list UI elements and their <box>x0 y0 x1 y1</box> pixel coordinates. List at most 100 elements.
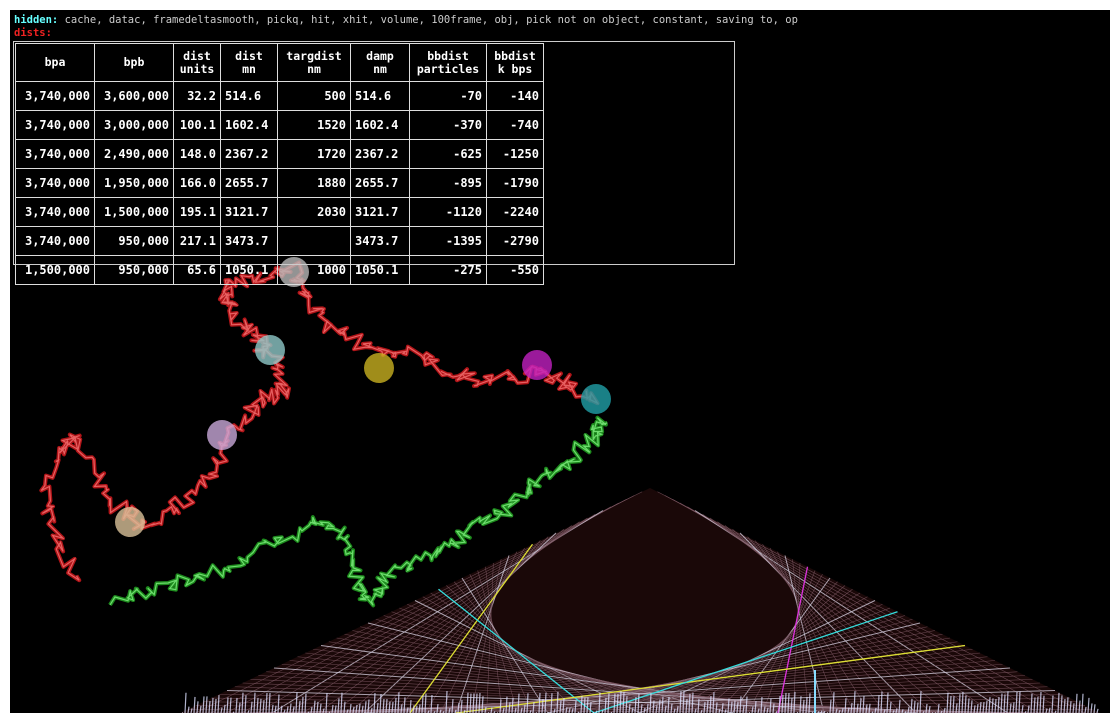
map-highlight <box>777 566 809 713</box>
table-row: 1,500,000 950,000 65.6 1050.1 1000 1050.1 -275… <box>15 255 544 285</box>
table-cell: 217.1 <box>173 226 221 256</box>
header-line: mn <box>242 61 256 76</box>
table-cell: 1,500,000 <box>15 255 95 285</box>
table-cell: 1050.1 <box>220 255 278 285</box>
marker-sphere <box>364 353 394 383</box>
map-grid <box>241 697 1071 713</box>
table-cell: 100.1 <box>173 110 221 140</box>
table-cell: 950,000 <box>94 255 174 285</box>
table-cell: 2655.7 <box>220 168 278 198</box>
table-cell: -70 <box>409 81 487 111</box>
table-cell: 514.6 <box>350 81 410 111</box>
table-cell: 2655.7 <box>350 168 410 198</box>
hidden-line: hidden: cache, datac, framedeltasmooth, … <box>14 14 798 26</box>
table-cell: 195.1 <box>173 197 221 227</box>
table-cell: 32.2 <box>173 81 221 111</box>
table-cell: -895 <box>409 168 487 198</box>
column-header: dist units <box>173 43 221 82</box>
table-row: 3,740,000 3,000,000 100.1 1602.4 1520 1602.4-… <box>15 110 544 140</box>
table-cell: -625 <box>409 139 487 169</box>
table-cell: 3,740,000 <box>15 139 95 169</box>
column-header: bbdist particles <box>409 43 487 82</box>
table-cell: 1602.4 <box>220 110 278 140</box>
table-cell: 65.6 <box>173 255 221 285</box>
table-cell: -370 <box>409 110 487 140</box>
marker-sphere <box>207 420 237 450</box>
table-cell: 1,500,000 <box>94 197 174 227</box>
table-cell: 3,740,000 <box>15 168 95 198</box>
table-cell: 2367.2 <box>350 139 410 169</box>
table-row: 3,740,000 2,490,000 148.0 2367.2 1720 2367.2-… <box>15 139 544 169</box>
table-cell: 2367.2 <box>220 139 278 169</box>
column-header: damp nm <box>350 43 410 82</box>
table-cell: 3473.7 <box>220 226 278 256</box>
column-header: bpa <box>15 43 95 82</box>
header-line: particles <box>416 61 480 76</box>
table-row: 3,740,000 1,950,000 166.0 2655.7 1880 2655.7-… <box>15 168 544 198</box>
table-cell: -140 <box>486 81 544 111</box>
table-cell: 1,950,000 <box>94 168 174 198</box>
table-cell: 2030 <box>277 197 351 227</box>
scene <box>39 257 1100 713</box>
chain-highlight <box>109 417 608 606</box>
header-line: bbdist <box>427 48 469 63</box>
header-line: bpb <box>123 55 145 69</box>
map-highlight <box>593 611 898 713</box>
hidden-text: cache, datac, framedeltasmooth, pickq, h… <box>64 14 798 26</box>
table-cell: 1720 <box>277 139 351 169</box>
header-line: dist <box>183 48 211 63</box>
table-cell: -1790 <box>486 168 544 198</box>
dists-panel: bpa bpb dist units dist mn targdist nm damp nm bbd… <box>13 41 735 285</box>
table-cell: -2240 <box>486 197 544 227</box>
marker-sphere <box>581 384 611 414</box>
header-line: dist <box>235 48 263 63</box>
table-cell: 514.6 <box>220 81 278 111</box>
table-cell: -275 <box>409 255 487 285</box>
table-cell: 148.0 <box>173 139 221 169</box>
table-cell: 1520 <box>277 110 351 140</box>
table-cell: 1000 <box>277 255 351 285</box>
table-cell: -550 <box>486 255 544 285</box>
table-row: 3,740,000 3,600,000 32.2 514.6 500 514.6 -70 -1… <box>15 81 544 111</box>
header-line: nm <box>307 61 321 76</box>
table-cell: -1120 <box>409 197 487 227</box>
column-header: dist mn <box>220 43 278 82</box>
map-highlight <box>438 588 595 713</box>
header-line: damp <box>366 48 394 63</box>
section-label: dists: <box>14 27 52 39</box>
table-cell <box>277 226 351 256</box>
header-line: k bps <box>497 61 533 76</box>
table-cell: 166.0 <box>173 168 221 198</box>
dists-table: bpa bpb dist units dist mn targdist nm damp nm bbd… <box>15 43 544 285</box>
table-cell: -2790 <box>486 226 544 256</box>
table-cell: 3121.7 <box>220 197 278 227</box>
map-grid <box>211 697 1039 713</box>
map-highlight <box>455 644 966 713</box>
table-cell: 3121.7 <box>350 197 410 227</box>
header-line: units <box>179 61 215 76</box>
table-cell: 1050.1 <box>350 255 410 285</box>
map-grid <box>271 690 1056 713</box>
hud: hidden: cache, datac, framedeltasmooth, … <box>14 14 798 39</box>
table-cell: 950,000 <box>94 226 174 256</box>
table-body: 3,740,000 3,600,000 32.2 514.6 500 514.6 -70 -1… <box>15 81 544 285</box>
table-cell: 3,740,000 <box>15 110 95 140</box>
table-cell: 500 <box>277 81 351 111</box>
table-row: 3,740,000 1,500,000 195.1 3121.7 2030 3121.7-… <box>15 197 544 227</box>
header-line: nm <box>373 61 387 76</box>
header-line: targdist <box>286 48 342 63</box>
table-cell: 1880 <box>277 168 351 198</box>
marker-sphere <box>255 335 285 365</box>
marker-sphere <box>115 507 145 537</box>
header-row: bpa bpb dist units dist mn targdist nm damp nm bbd… <box>15 43 544 82</box>
table-cell: 2,490,000 <box>94 139 174 169</box>
contact-map <box>180 488 1100 713</box>
table-cell: 3473.7 <box>350 226 410 256</box>
table-cell: 3,600,000 <box>94 81 174 111</box>
table-cell: 1602.4 <box>350 110 410 140</box>
column-header: bpb <box>94 43 174 82</box>
table-cell: -1395 <box>409 226 487 256</box>
table-cell: -740 <box>486 110 544 140</box>
table-cell: -1250 <box>486 139 544 169</box>
marker-sphere <box>522 350 552 380</box>
